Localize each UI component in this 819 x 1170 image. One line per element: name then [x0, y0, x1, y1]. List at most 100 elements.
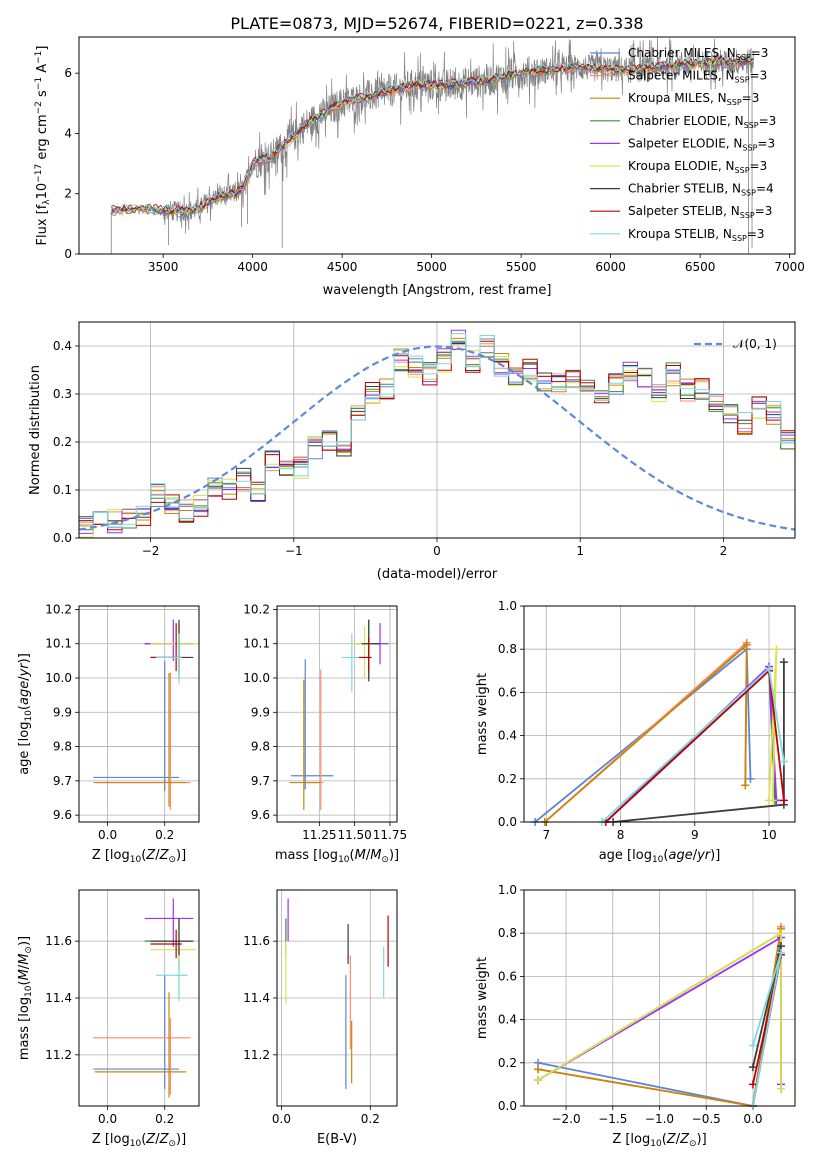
y-tick-label: 11.2: [45, 1048, 72, 1062]
weight-marker-chabrier-stelib: [779, 658, 788, 667]
label-part: 10: [130, 1139, 142, 1149]
legend-text: Salpeter ELODIE, N: [628, 136, 742, 150]
weight-marker-kroupa-stelib: [748, 1041, 757, 1050]
x-tick-label: −2: [142, 544, 160, 558]
label-part: 10: [652, 855, 664, 865]
label-part: /: [676, 1132, 681, 1147]
weight-marker-kroupa-elodie: [768, 796, 777, 805]
weight-marker-kroupa-stelib: [776, 948, 785, 957]
x-tick-label: 0.0: [98, 828, 117, 842]
residuals-panel: −2 −1 0 1 2 0.0 0.1 0.2 0.3 0.4 𝒩(0, 1) (data-model…: [28, 321, 796, 582]
label-part: )]: [710, 848, 720, 863]
axes-frame: [523, 889, 796, 1107]
weight-marker-kroupa-miles: [741, 781, 750, 790]
z-mass-panel: 0.0 0.211.211.411.6Z [log10(Z/Z⊙)]mass [l…: [17, 889, 200, 1149]
legend-label: Salpeter ELODIE, NSSP=3: [628, 136, 775, 152]
x-tick-label: −1: [285, 544, 303, 558]
label-part: /: [693, 848, 698, 863]
y-tick-label: 10.2: [45, 602, 72, 616]
y-axis-label: Normed distribution: [28, 365, 43, 495]
y-tick-label: 4: [64, 126, 72, 140]
y-tick-label: 9.8: [53, 740, 72, 754]
legend-text: =3: [750, 69, 768, 83]
x-tick-label: 3500: [148, 260, 179, 274]
label-part: M: [17, 954, 32, 965]
hist-step-salpeter-stelib: [79, 340, 795, 531]
label-part: Z [log: [92, 1132, 130, 1147]
weight-line-kroupa-miles: [544, 642, 748, 822]
label-part: /: [17, 964, 32, 969]
label-part: −2: [34, 101, 44, 114]
label-part: (: [141, 848, 146, 863]
label-part: M: [17, 969, 32, 980]
x-tick-label: 4000: [237, 260, 268, 274]
y-tick-label: 0.0: [53, 531, 72, 545]
y-tick-label: 9.7: [251, 774, 270, 788]
weight-marker-kroupa-elodie: [776, 1084, 785, 1093]
y-tick-label: 0.8: [498, 642, 517, 656]
label-part: Flux [f: [35, 204, 50, 245]
weight-marker-kroupa-elodie: [776, 929, 785, 938]
y-tick-label: 11.4: [243, 991, 270, 1005]
label-part: Z: [145, 848, 156, 863]
label-part: Z: [159, 1132, 170, 1147]
legend-sub: SSP: [735, 76, 750, 85]
weight-marker-kroupa-elodie: [772, 645, 781, 654]
weight-marker-salpeter-stelib: [779, 796, 788, 805]
label-part: 10: [24, 710, 34, 722]
normal-curve: [78, 345, 796, 531]
y-tick-label: 0.0: [498, 815, 517, 829]
label-part: Z [log: [612, 1132, 650, 1147]
y-tick-label: 9.9: [251, 705, 270, 719]
y-tick-label: 0.3: [53, 387, 72, 401]
weight-marker-kroupa-stelib: [765, 664, 774, 673]
axes-frame: [78, 36, 796, 255]
legend-sub: SSP: [736, 53, 751, 62]
hist-step-kroupa-stelib: [79, 333, 795, 529]
y-axis-label: age [log10(age/yr)]: [17, 653, 34, 775]
label-part: ⊙: [168, 1139, 176, 1149]
legend-text: Kroupa ELODIE, N: [628, 159, 735, 173]
legend-text: =3: [755, 204, 773, 218]
label-part: yr: [696, 848, 712, 863]
legend-label: Chabrier ELODIE, NSSP=3: [628, 114, 776, 130]
figure-title: PLATE=0873, MJD=52674, FIBERID=0221, z=0…: [230, 14, 643, 33]
label-part: /: [155, 1132, 160, 1147]
y-tick-label: 10.0: [45, 671, 72, 685]
y-tick-label: 9.9: [53, 705, 72, 719]
label-part: 10: [35, 183, 50, 200]
label-part: Z: [145, 1132, 156, 1147]
legend-label: Kroupa MILES, NSSP=3: [628, 91, 759, 107]
x-tick-label: 2: [720, 544, 728, 558]
y-tick-label: 0.2: [498, 772, 517, 786]
label-part: Z [log: [92, 848, 130, 863]
hist-step-kroupa-miles: [79, 335, 795, 527]
label-part: ⊙: [24, 946, 34, 954]
label-part: age: [17, 681, 32, 705]
label-part: )]: [17, 936, 32, 946]
label-part: )]: [389, 848, 399, 863]
y-tick-label: 0.4: [498, 729, 517, 743]
x-tick-label: 4500: [327, 260, 358, 274]
x-axis-label: Z [log10(Z/Z⊙)]: [92, 848, 186, 865]
label-part: (: [17, 980, 32, 985]
label-part: )]: [176, 848, 186, 863]
label-part: /: [155, 848, 160, 863]
spectrum-data-line: [111, 37, 754, 234]
y-tick-label: 0.4: [498, 1013, 517, 1027]
axes-frame: [276, 605, 398, 823]
y-tick-label: 9.6: [251, 808, 270, 822]
weight-marker-kroupa-stelib: [779, 757, 788, 766]
label-part: mass [log: [275, 848, 338, 863]
legend-text: =3: [742, 91, 760, 105]
x-tick-label: 0.0: [272, 1112, 291, 1126]
legend-text: =3: [751, 46, 769, 60]
label-part: ⊙: [689, 1139, 697, 1149]
weight-marker-kroupa-elodie: [534, 1076, 543, 1085]
y-axis-label: mass weight: [475, 673, 490, 755]
label-part: yr: [17, 662, 32, 678]
legend-sub: SSP: [727, 98, 742, 107]
label-part: mass [log: [17, 997, 32, 1060]
legend-text: =3: [747, 227, 765, 241]
y-tick-label: 9.7: [53, 774, 72, 788]
